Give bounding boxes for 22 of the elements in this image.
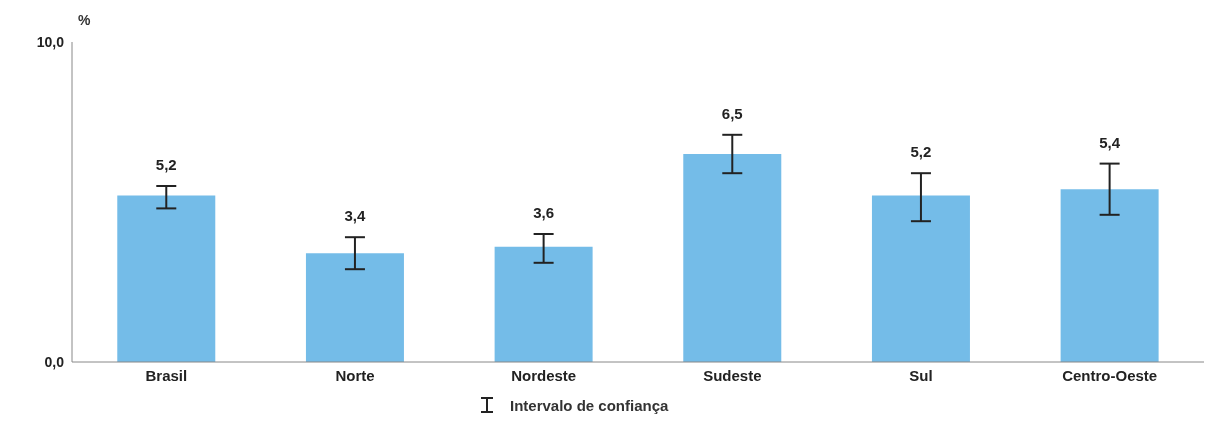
bar [117, 195, 216, 362]
x-tick-label: Sudeste [703, 366, 762, 384]
x-tick-label: Nordeste [511, 366, 577, 384]
x-tick-label: Brasil [145, 366, 188, 384]
y-axis-title: % [78, 12, 91, 28]
data-label: 5,4 [1099, 133, 1121, 151]
data-label: 6,5 [721, 104, 743, 122]
data-label: 3,6 [533, 204, 555, 221]
x-tick-label: Sul [909, 366, 933, 384]
bar [1060, 189, 1159, 362]
bar [305, 253, 404, 362]
bar [494, 246, 593, 362]
text: Intervalo de confiança [510, 396, 669, 414]
x-tick-label: Centro-Oeste [1062, 366, 1158, 384]
y-tick-label: 10,0 [36, 33, 65, 50]
data-label: 3,4 [344, 207, 367, 225]
bar [683, 154, 782, 362]
x-tick-label: Norte [335, 366, 375, 384]
data-label: 5,2 [910, 143, 932, 161]
y-tick-label: 0,0 [44, 353, 65, 370]
data-label: 5,2 [155, 156, 177, 173]
bar [871, 195, 970, 362]
